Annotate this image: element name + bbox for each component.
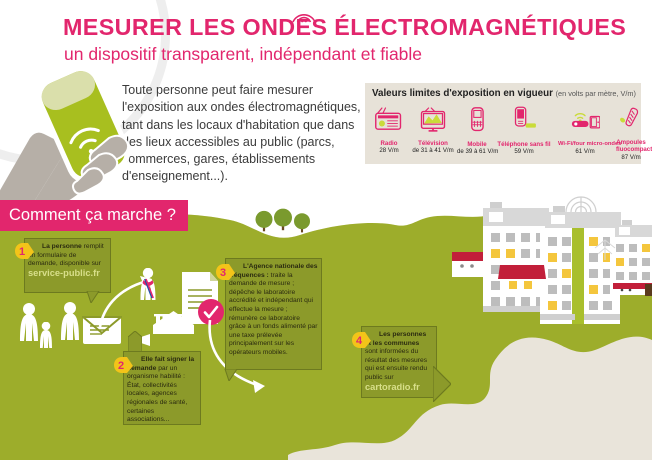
svg-text:4: 4 [356, 335, 363, 347]
svg-text:1: 1 [19, 246, 25, 258]
svg-text:3: 3 [220, 267, 226, 279]
svg-text:2: 2 [118, 360, 124, 372]
